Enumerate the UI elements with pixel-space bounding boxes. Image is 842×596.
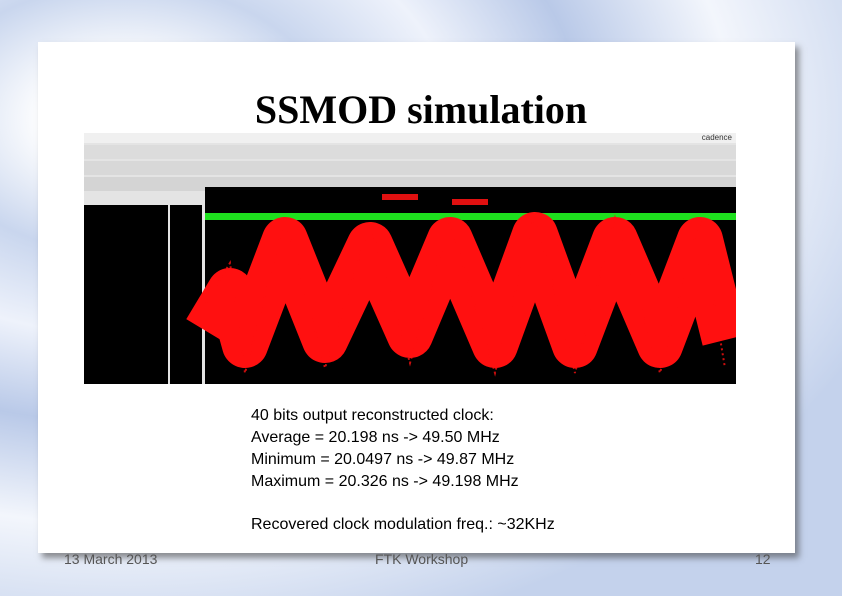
slide-title: SSMOD simulation — [254, 87, 588, 132]
result-line: Average = 20.198 ns -> 49.50 MHz — [251, 429, 500, 446]
page-number: 12 — [755, 551, 771, 567]
footer-event: FTK Workshop — [375, 551, 469, 567]
result-line: Maximum = 20.326 ns -> 49.198 MHz — [251, 473, 519, 490]
result-line: Minimum = 20.0497 ns -> 49.87 MHz — [251, 451, 515, 468]
result-line: 40 bits output reconstructed clock: — [251, 407, 494, 424]
note: Recovered clock modulation freq.: ~32KHz — [251, 516, 555, 533]
logo: cadence — [702, 133, 733, 142]
footer-date: 13 March 2013 — [64, 551, 158, 567]
waveform — [186, 212, 736, 368]
simulation-screenshot: cadence — [84, 133, 736, 384]
